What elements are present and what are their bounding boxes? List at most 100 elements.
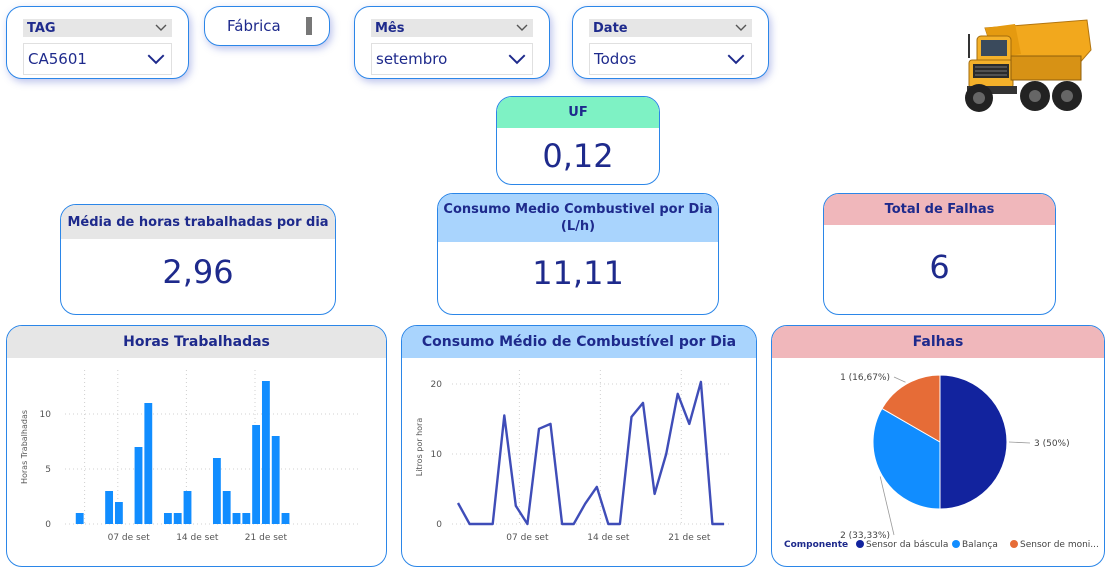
y-tick-label: 10 <box>431 450 443 460</box>
uf-card-title: UF <box>568 105 588 120</box>
horas-trabalhadas-chart-card: Horas Trabalhadas 0 5 10 07 de set 14 de set… <box>6 325 387 567</box>
mes-dropdown[interactable]: setembro <box>371 43 533 75</box>
chevron-down-icon[interactable] <box>154 21 168 35</box>
x-tick-label: 07 de set <box>506 533 549 543</box>
pie-data-label: 2 (33,33%) <box>840 531 890 541</box>
fabrica-scroll-handle[interactable] <box>306 17 312 35</box>
chevron-down-icon[interactable] <box>727 50 745 68</box>
chevron-down-icon[interactable] <box>734 21 748 35</box>
x-tick-label: 07 de set <box>108 533 151 543</box>
consumo-medio-chart-header: Consumo Médio de Combustível por Dia <box>402 326 756 358</box>
date-slicer-title: Date <box>593 20 628 36</box>
bar <box>222 491 231 524</box>
total-falhas-value: 6 <box>929 248 950 286</box>
legend-entry: Sensor de moni... <box>1020 540 1099 550</box>
fabrica-slicer[interactable]: Fábrica <box>204 6 330 46</box>
legend-marker <box>1010 540 1018 548</box>
pie-leader-line <box>893 376 906 383</box>
pie-data-label: 3 (50%) <box>1034 439 1070 449</box>
total-falhas-card: Total de Falhas 6 <box>823 193 1056 315</box>
falhas-chart-title: Falhas <box>912 334 964 350</box>
y-tick-label: 10 <box>40 410 52 420</box>
total-falhas-card-header: Total de Falhas <box>824 194 1055 225</box>
falhas-chart-card: Falhas 3 (50%) 2 (33,33%) 1 (16,67%) Compon… <box>771 325 1105 567</box>
legend-marker <box>856 540 864 548</box>
bar <box>173 513 182 524</box>
consumo-medio-card-title: Consumo Medio Combustivel por Dia <box>443 202 713 217</box>
pie-leader-line <box>1008 441 1031 444</box>
horas-media-value: 2,96 <box>162 253 234 291</box>
bar <box>271 436 280 524</box>
mes-slicer-title: Mês <box>375 20 405 36</box>
falhas-pie-chart: 3 (50%) 2 (33,33%) 1 (16,67%) Componente Sen… <box>784 373 1099 550</box>
bar <box>261 381 270 524</box>
mes-slicer[interactable]: Mês setembro <box>354 6 550 79</box>
dump-truck-image <box>965 19 1092 112</box>
consumo-medio-card-unit: (L/h) <box>560 219 596 234</box>
date-slicer[interactable]: Date Todos <box>572 6 769 79</box>
total-falhas-card-title: Total de Falhas <box>884 202 995 217</box>
consumo-medio-line-chart: 0 10 20 07 de set 14 de set 21 de set Litros p… <box>415 370 730 543</box>
legend-entry: Balança <box>962 540 998 550</box>
legend-title: Componente <box>784 540 848 550</box>
pie-slice <box>939 374 1008 510</box>
consumo-medio-card: Consumo Medio Combustivel por Dia (L/h) … <box>437 193 719 315</box>
pie-data-label: 1 (16,67%) <box>840 373 890 383</box>
consumo-medio-card-header: Consumo Medio Combustivel por Dia (L/h) <box>438 194 718 242</box>
y-tick-label: 0 <box>45 520 51 530</box>
bar <box>232 513 241 524</box>
bar <box>144 403 153 524</box>
series-line <box>456 380 724 526</box>
falhas-chart-header: Falhas <box>772 326 1104 358</box>
uf-card: UF 0,12 <box>496 96 660 185</box>
y-axis-label: Horas Trabalhadas <box>20 410 29 484</box>
chevron-down-icon[interactable] <box>147 50 165 68</box>
bar <box>163 513 172 524</box>
chevron-down-icon[interactable] <box>508 50 526 68</box>
date-slicer-header[interactable]: Date <box>589 19 752 37</box>
x-tick-label: 21 de set <box>245 533 288 543</box>
chevron-down-icon[interactable] <box>515 21 529 35</box>
tag-slicer-title: TAG <box>27 20 56 36</box>
horas-trabalhadas-chart-header: Horas Trabalhadas <box>7 326 386 358</box>
x-tick-label: 21 de set <box>668 533 711 543</box>
bar <box>75 513 84 524</box>
horas-trabalhadas-bar-chart: 0 5 10 07 de set 14 de set 21 de set Horas Tra… <box>20 370 359 543</box>
pie-leader-line <box>879 476 895 536</box>
date-dropdown-value: Todos <box>594 50 637 68</box>
bar <box>242 513 251 524</box>
bar <box>212 458 221 524</box>
tag-dropdown[interactable]: CA5601 <box>23 43 172 75</box>
y-tick-label: 20 <box>431 380 443 390</box>
mes-dropdown-value: setembro <box>376 50 448 68</box>
consumo-medio-value: 11,11 <box>532 254 624 292</box>
consumo-medio-chart-title: Consumo Médio de Combustível por Dia <box>421 334 737 350</box>
y-tick-label: 5 <box>45 465 51 475</box>
legend-entry: Sensor da báscula <box>866 540 948 550</box>
consumo-medio-chart-card: Consumo Médio de Combustível por Dia 0 10… <box>401 325 757 567</box>
x-tick-label: 14 de set <box>176 533 219 543</box>
uf-value: 0,12 <box>542 137 614 175</box>
horas-media-card-title: Média de horas trabalhadas por dia <box>67 214 329 230</box>
horas-media-card: Média de horas trabalhadas por dia 2,96 <box>60 204 336 315</box>
x-tick-label: 14 de set <box>587 533 630 543</box>
pie-slice <box>881 374 941 443</box>
horas-trabalhadas-chart-title: Horas Trabalhadas <box>123 334 270 350</box>
bar <box>183 491 192 524</box>
uf-card-header: UF <box>497 97 659 128</box>
bar <box>114 502 123 524</box>
tag-slicer[interactable]: TAG CA5601 <box>6 6 189 79</box>
y-axis-label: Litros por hora <box>415 418 424 477</box>
tag-dropdown-value: CA5601 <box>28 50 87 68</box>
bar <box>252 425 261 524</box>
date-dropdown[interactable]: Todos <box>589 43 752 75</box>
bar <box>281 513 290 524</box>
horas-media-card-header: Média de horas trabalhadas por dia <box>61 205 335 239</box>
bar <box>134 447 143 524</box>
y-tick-label: 0 <box>436 520 442 530</box>
tag-slicer-header[interactable]: TAG <box>23 19 172 37</box>
legend-marker <box>952 540 960 548</box>
pie-slice <box>872 407 941 510</box>
bar <box>105 491 114 524</box>
mes-slicer-header[interactable]: Mês <box>371 19 533 37</box>
